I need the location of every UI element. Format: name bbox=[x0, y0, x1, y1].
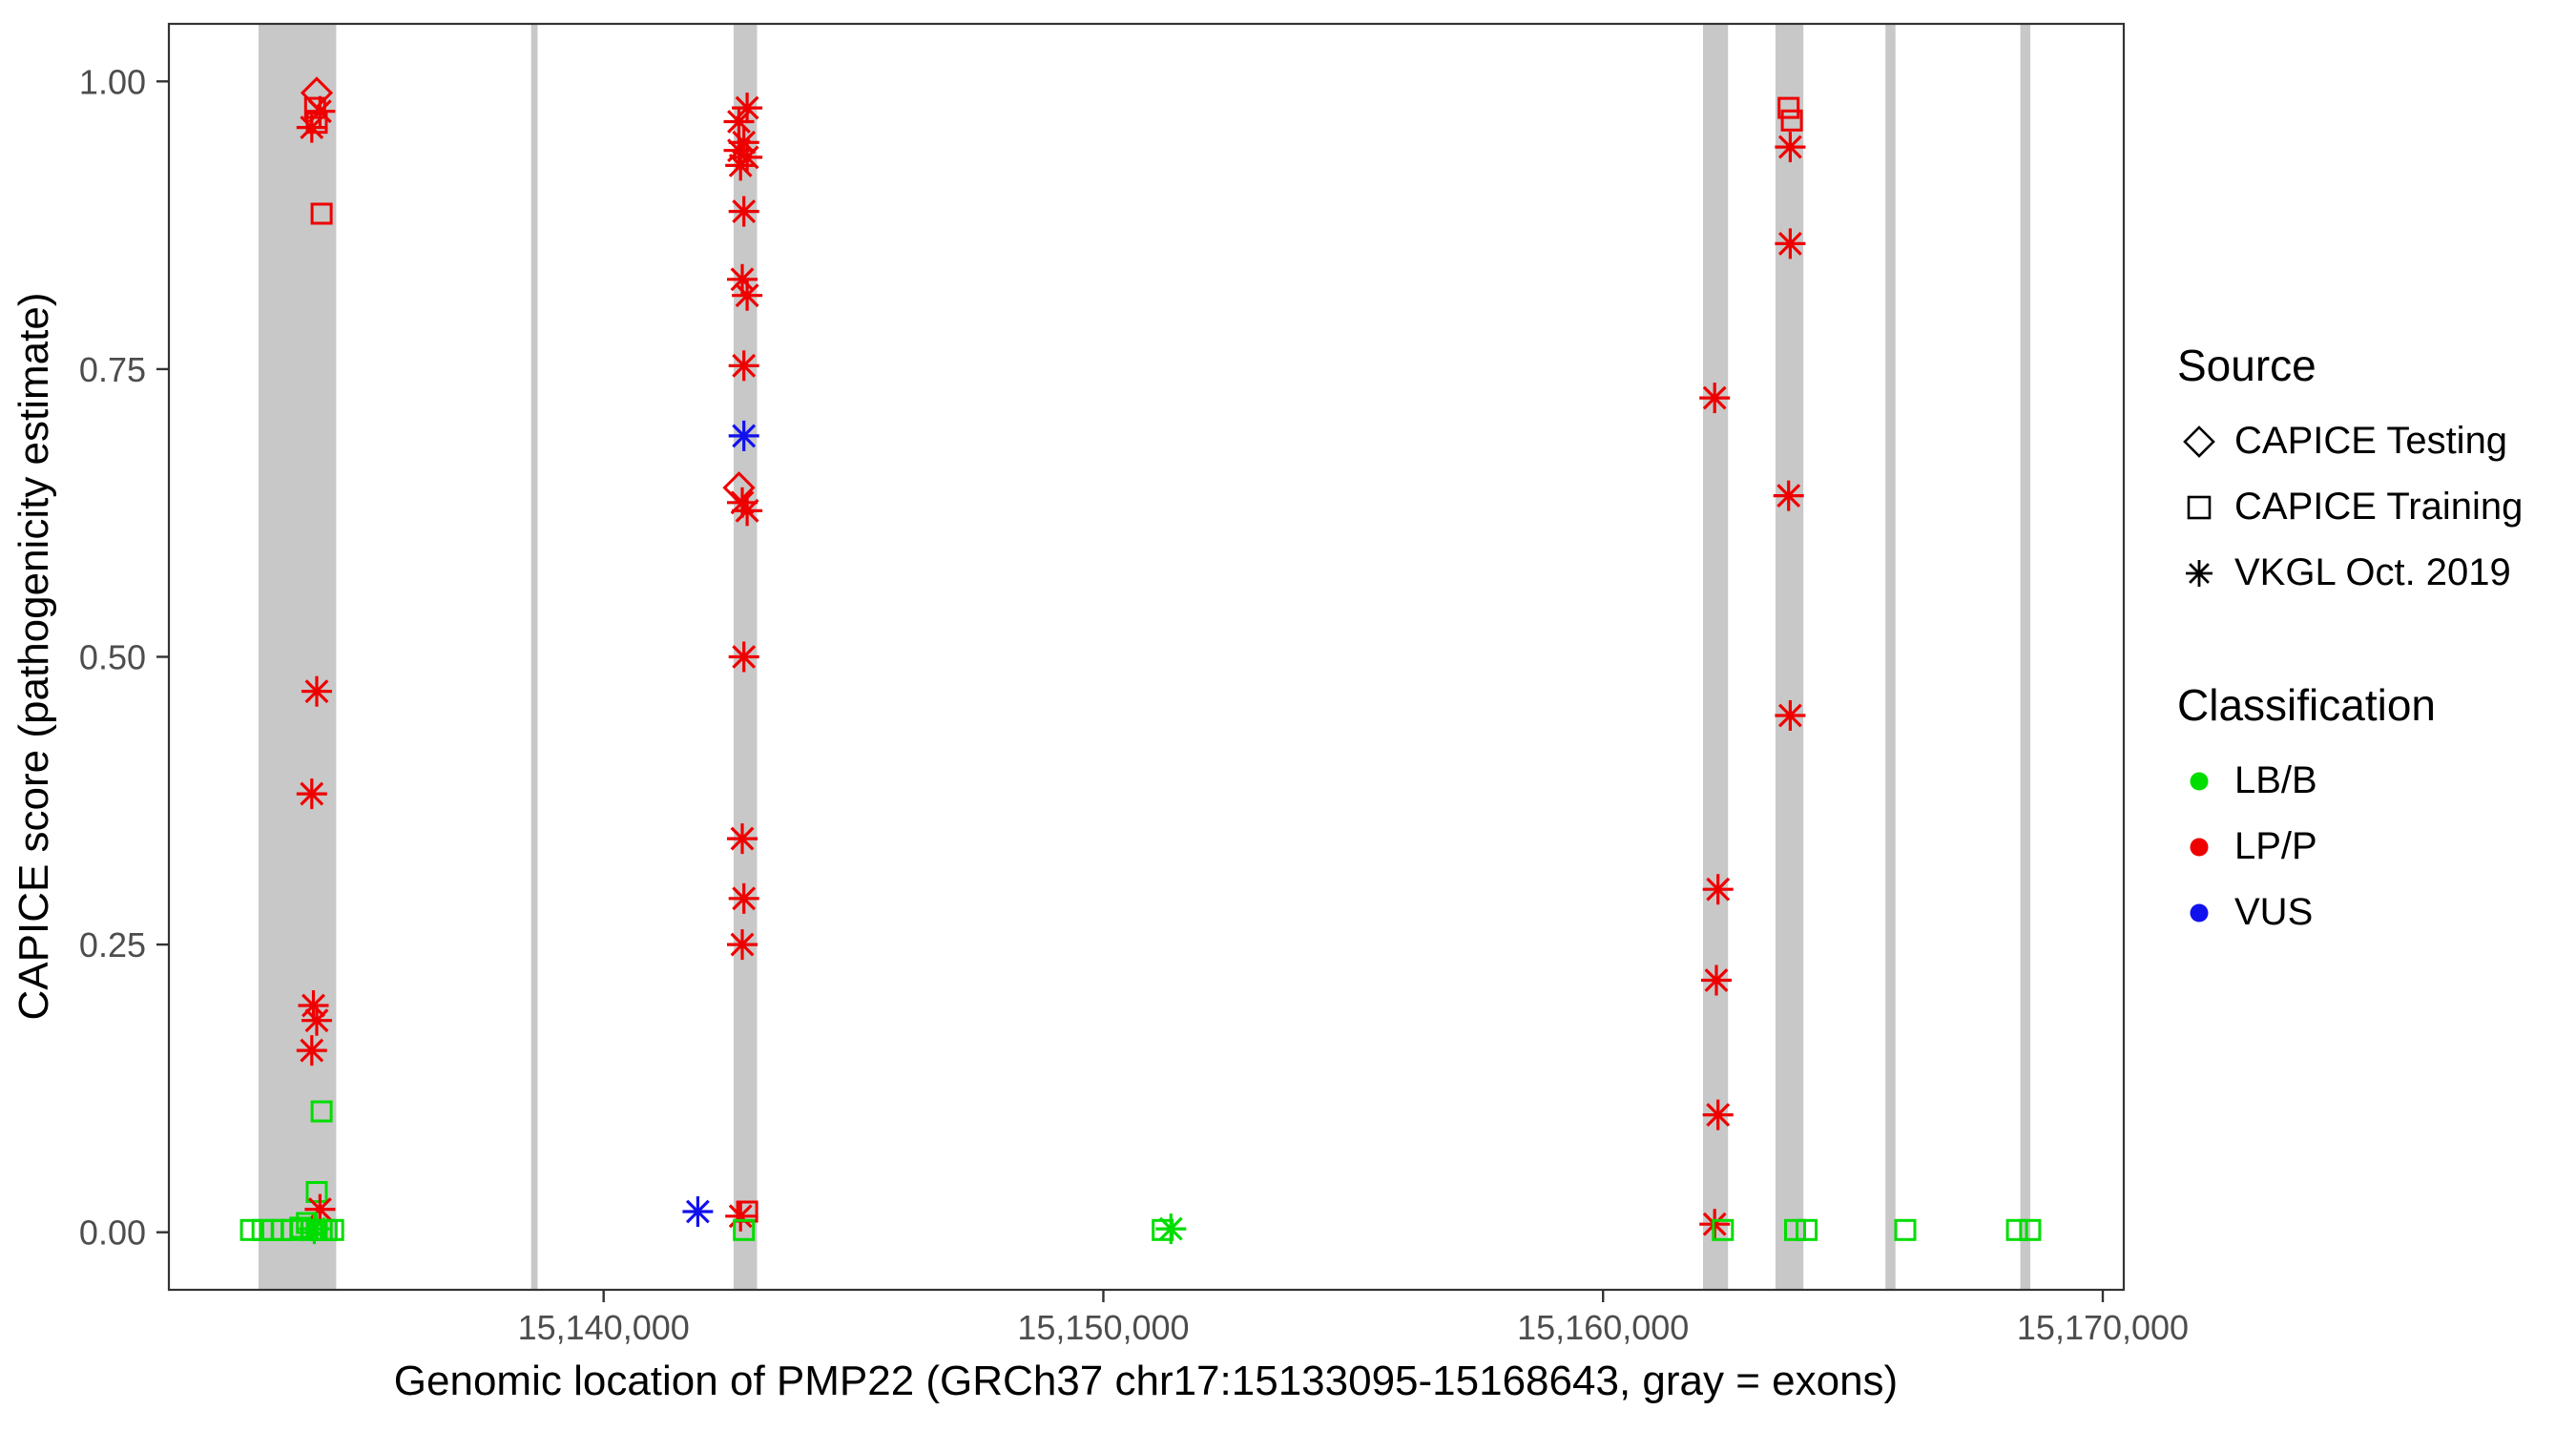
data-point-asterisk bbox=[296, 1035, 327, 1067]
data-point-asterisk bbox=[296, 112, 327, 143]
square-icon bbox=[2187, 495, 2212, 519]
data-point-square bbox=[2019, 1218, 2042, 1241]
legend-item-capice-training: CAPICE Training bbox=[2177, 474, 2523, 540]
legend-item-vus: VUS bbox=[2177, 880, 2436, 945]
data-point-square bbox=[1796, 1218, 1818, 1241]
legend-source: Source CAPICE Testing CAPICE Training bbox=[2177, 343, 2523, 606]
blue-dot-icon bbox=[2190, 903, 2209, 922]
data-point-asterisk bbox=[1775, 132, 1806, 163]
legend-item-label: LB/B bbox=[2234, 759, 2317, 801]
data-point-asterisk bbox=[727, 823, 758, 855]
legend-classification-title: Classification bbox=[2177, 680, 2436, 730]
y-tick-label: 0.50 bbox=[79, 638, 146, 677]
data-point-asterisk bbox=[1702, 1099, 1734, 1130]
x-tick-label: 15,150,000 bbox=[1017, 1308, 1189, 1347]
data-point-asterisk bbox=[1775, 228, 1806, 259]
data-point-square bbox=[1894, 1218, 1917, 1241]
legend-item-label: LP/P bbox=[2234, 825, 2317, 867]
exon-band bbox=[1885, 24, 1896, 1290]
exon-band bbox=[530, 24, 538, 1290]
y-tick-label: 1.00 bbox=[79, 62, 146, 101]
data-point-asterisk bbox=[727, 487, 758, 518]
legend-item-label: CAPICE Testing bbox=[2234, 420, 2508, 462]
data-point-square bbox=[733, 1218, 756, 1241]
data-point-asterisk bbox=[1775, 700, 1806, 731]
data-point-asterisk bbox=[301, 1005, 332, 1036]
legend-item-capice-testing: CAPICE Testing bbox=[2177, 408, 2523, 474]
data-point-asterisk bbox=[1701, 964, 1732, 996]
axes: 15,140,000 15,150,000 15,160,000 15,170,000… bbox=[79, 62, 2189, 1347]
data-point-asterisk bbox=[728, 420, 759, 451]
data-point-asterisk bbox=[301, 675, 332, 707]
data-point-square bbox=[2005, 1218, 2028, 1241]
data-point-asterisk bbox=[728, 882, 759, 914]
data-point-square bbox=[310, 202, 333, 225]
red-dot-icon bbox=[2190, 838, 2209, 856]
green-dot-icon bbox=[2190, 772, 2209, 790]
data-point-square bbox=[322, 1218, 344, 1241]
y-tick-label: 0.25 bbox=[79, 925, 146, 964]
exon-band bbox=[2020, 24, 2031, 1290]
data-point-asterisk bbox=[296, 778, 327, 810]
exon-band bbox=[259, 24, 337, 1290]
data-point-square bbox=[310, 1100, 333, 1123]
data-point-square bbox=[1784, 1218, 1806, 1241]
x-tick-label: 15,170,000 bbox=[2017, 1308, 2189, 1347]
data-point-asterisk bbox=[1773, 480, 1804, 511]
data-point-square bbox=[305, 1181, 328, 1203]
legend-item-lpp: LP/P bbox=[2177, 814, 2436, 880]
y-tick-label: 0.00 bbox=[79, 1213, 146, 1253]
legend-item-label: VKGL Oct. 2019 bbox=[2234, 551, 2511, 593]
asterisk-icon bbox=[2186, 559, 2212, 587]
data-point-asterisk bbox=[725, 150, 757, 181]
x-tick-label: 15,140,000 bbox=[518, 1308, 690, 1347]
data-point-square bbox=[1780, 109, 1803, 132]
x-tick-label: 15,160,000 bbox=[1517, 1308, 1689, 1347]
panel-border bbox=[167, 22, 2126, 1292]
legend-item-lbb: LB/B bbox=[2177, 748, 2436, 814]
diamond-icon bbox=[2183, 425, 2215, 458]
legend-item-label: CAPICE Training bbox=[2234, 486, 2524, 528]
y-tick-label: 0.75 bbox=[79, 350, 146, 389]
exon-bands bbox=[259, 24, 2031, 1290]
data-point-asterisk bbox=[728, 641, 759, 673]
data-point-asterisk bbox=[728, 196, 759, 227]
data-point-asterisk bbox=[732, 495, 763, 527]
legend-source-title: Source bbox=[2177, 341, 2316, 390]
data-point-square bbox=[1712, 1218, 1735, 1241]
data-point-asterisk bbox=[725, 1200, 757, 1232]
data-point-square bbox=[1777, 96, 1800, 119]
data-point-asterisk bbox=[682, 1196, 714, 1227]
data-point-asterisk bbox=[1699, 383, 1731, 414]
y-axis-title: CAPICE score (pathogenicity estimate) bbox=[10, 293, 57, 1021]
exon-band bbox=[1775, 24, 1804, 1290]
legend-item-vkgl: VKGL Oct. 2019 bbox=[2177, 540, 2523, 606]
data-point-asterisk bbox=[727, 929, 758, 961]
data-point-asterisk bbox=[304, 95, 336, 127]
data-point-asterisk bbox=[723, 106, 755, 137]
data-point-asterisk bbox=[1155, 1213, 1187, 1245]
x-axis-title: Genomic location of PMP22 (GRCh37 chr17:… bbox=[394, 1358, 1898, 1404]
legend-item-label: VUS bbox=[2234, 891, 2314, 933]
data-point-square bbox=[239, 1218, 262, 1241]
data-points bbox=[239, 76, 2042, 1245]
data-point-asterisk bbox=[732, 280, 763, 311]
data-point-asterisk bbox=[1702, 874, 1734, 905]
data-point-asterisk bbox=[728, 350, 759, 382]
legend-classification: Classification LB/B LP/P bbox=[2177, 683, 2436, 945]
exon-band bbox=[1703, 24, 1729, 1290]
